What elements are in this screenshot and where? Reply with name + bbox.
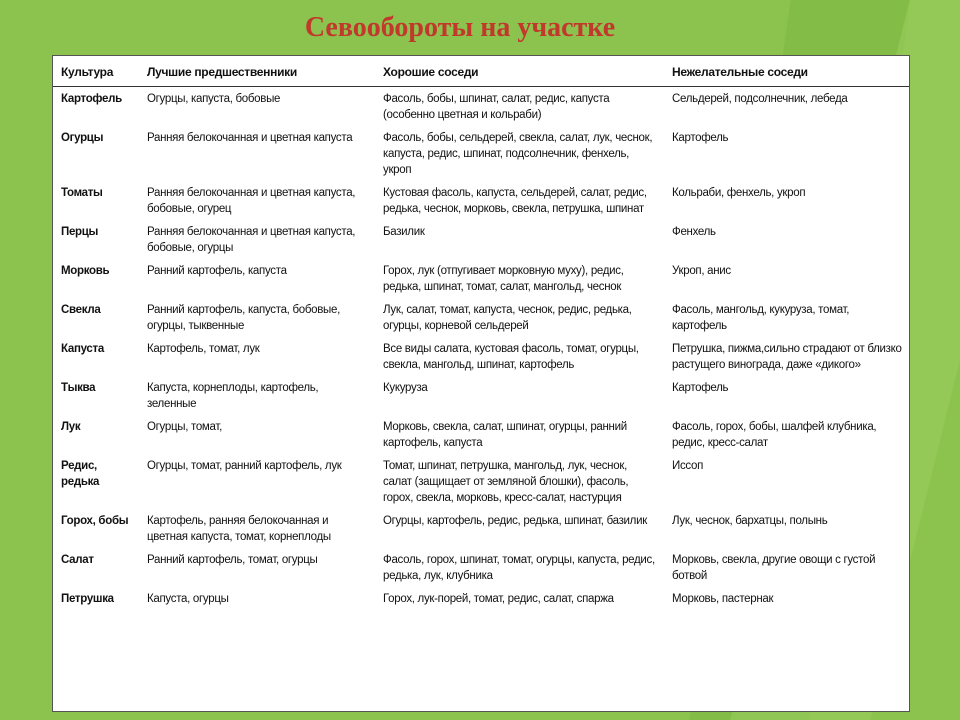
header-bad-neighbors: Нежелательные соседи: [664, 56, 909, 87]
table-row: Тыква Капуста, корнеплоды, картофель, зел…: [53, 376, 909, 415]
cell-crop: Петрушка: [61, 593, 114, 605]
cell-best-predecessors: Огурцы, томат,: [147, 421, 222, 433]
cell-bad-neighbors: Петрушка, пижма,сильно страдают от близк…: [672, 343, 902, 371]
cell-good-neighbors: Фасоль, горох, шпинат, томат, огурцы, ка…: [383, 554, 655, 582]
cell-bad-neighbors: Картофель: [672, 132, 729, 144]
cell-bad-neighbors: Иссоп: [672, 460, 704, 472]
cell-good-neighbors: Горох, лук (отпугивает морковную муху), …: [383, 265, 624, 293]
table-row: Салат Ранний картофель, томат, огурцы Фасо…: [53, 548, 909, 587]
cell-best-predecessors: Капуста, корнеплоды, картофель, зеленные: [147, 382, 319, 410]
cell-bad-neighbors: Сельдерей, подсолнечник, лебеда: [672, 93, 848, 105]
header-crop: Культура: [53, 56, 139, 87]
table-row: Томаты Ранняя белокочанная и цветная капу…: [53, 181, 909, 220]
cell-good-neighbors: Горох, лук-порей, томат, редис, салат, с…: [383, 593, 614, 605]
cell-crop: Огурцы: [61, 132, 104, 144]
crop-rotation-table-panel: Культура Лучшие предшественники Хорошие …: [52, 55, 910, 712]
cell-good-neighbors: Все виды салата, кустовая фасоль, томат,…: [383, 343, 639, 371]
table-row: Горох, бобы Картофель, ранняя белокочанна…: [53, 509, 909, 548]
cell-best-predecessors: Картофель, томат, лук: [147, 343, 260, 355]
cell-crop: Свекла: [61, 304, 101, 316]
cell-good-neighbors: Фасоль, бобы, сельдерей, свекла, салат, …: [383, 132, 653, 176]
cell-good-neighbors: Кустовая фасоль, капуста, сельдерей, сал…: [383, 187, 647, 215]
table-row: Огурцы Ранняя белокочанная и цветная капу…: [53, 126, 909, 181]
crop-rotation-table: Культура Лучшие предшественники Хорошие …: [53, 56, 909, 610]
table-row: Лук Огурцы, томат, Морковь, свекла, салат,…: [53, 415, 909, 454]
header-good-neighbors: Хорошие соседи: [375, 56, 664, 87]
table-row: Петрушка Капуста, огурцы Горох, лук-порей,…: [53, 587, 909, 610]
cell-crop: Капуста: [61, 343, 104, 355]
cell-best-predecessors: Ранний картофель, капуста, бобовые, огур…: [147, 304, 340, 332]
cell-bad-neighbors: Фенхель: [672, 226, 716, 238]
cell-best-predecessors: Капуста, огурцы: [147, 593, 229, 605]
table-row: Капуста Картофель, томат, лук Все виды сал…: [53, 337, 909, 376]
cell-good-neighbors: Базилик: [383, 226, 425, 238]
cell-good-neighbors: Томат, шпинат, петрушка, мангольд, лук, …: [383, 460, 629, 504]
cell-best-predecessors: Ранняя белокочанная и цветная капуста: [147, 132, 353, 144]
cell-bad-neighbors: Фасоль, горох, бобы, шалфей клубника, ре…: [672, 421, 877, 449]
cell-best-predecessors: Ранняя белокочанная и цветная капуста, б…: [147, 226, 356, 254]
cell-best-predecessors: Огурцы, капуста, бобовые: [147, 93, 281, 105]
cell-bad-neighbors: Лук, чеснок, бархатцы, полынь: [672, 515, 828, 527]
cell-good-neighbors: Лук, салат, томат, капуста, чеснок, реди…: [383, 304, 632, 332]
cell-bad-neighbors: Морковь, свекла, другие овощи с густой б…: [672, 554, 876, 582]
table-row: Картофель Огурцы, капуста, бобовые Фасоль,…: [53, 87, 909, 127]
cell-crop: Лук: [61, 421, 81, 433]
cell-bad-neighbors: Фасоль, мангольд, кукуруза, томат, карто…: [672, 304, 850, 332]
cell-best-predecessors: Огурцы, томат, ранний картофель, лук: [147, 460, 342, 472]
cell-bad-neighbors: Укроп, анис: [672, 265, 731, 277]
cell-crop: Салат: [61, 554, 94, 566]
table-header-row: Культура Лучшие предшественники Хорошие …: [53, 56, 909, 87]
cell-crop: Перцы: [61, 226, 99, 238]
cell-crop: Горох, бобы: [61, 515, 129, 527]
cell-bad-neighbors: Морковь, пастернак: [672, 593, 774, 605]
table-row: Редис, редька Огурцы, томат, ранний карто…: [53, 454, 909, 509]
cell-best-predecessors: Ранняя белокочанная и цветная капуста, б…: [147, 187, 356, 215]
cell-crop: Морковь: [61, 265, 110, 277]
slide-title: Севообороты на участке: [304, 12, 616, 43]
cell-best-predecessors: Картофель, ранняя белокочанная и цветная…: [147, 515, 331, 543]
cell-crop: Тыква: [61, 382, 96, 394]
cell-best-predecessors: Ранний картофель, капуста: [147, 265, 287, 277]
cell-good-neighbors: Морковь, свекла, салат, шпинат, огурцы, …: [383, 421, 627, 449]
cell-bad-neighbors: Кольраби, фенхель, укроп: [672, 187, 806, 199]
table-row: Морковь Ранний картофель, капуста Горох, л…: [53, 259, 909, 298]
cell-crop: Томаты: [61, 187, 103, 199]
table-row: Перцы Ранняя белокочанная и цветная капус…: [53, 220, 909, 259]
cell-good-neighbors: Кукуруза: [383, 382, 428, 394]
cell-crop: Редис, редька: [61, 460, 100, 488]
header-best-predecessors: Лучшие предшественники: [139, 56, 375, 87]
table-row: Свекла Ранний картофель, капуста, бобовые…: [53, 298, 909, 337]
cell-crop: Картофель: [61, 93, 122, 105]
cell-good-neighbors: Огурцы, картофель, редис, редька, шпинат…: [383, 515, 647, 527]
cell-bad-neighbors: Картофель: [672, 382, 729, 394]
cell-good-neighbors: Фасоль, бобы, шпинат, салат, редис, капу…: [383, 93, 610, 121]
cell-best-predecessors: Ранний картофель, томат, огурцы: [147, 554, 318, 566]
